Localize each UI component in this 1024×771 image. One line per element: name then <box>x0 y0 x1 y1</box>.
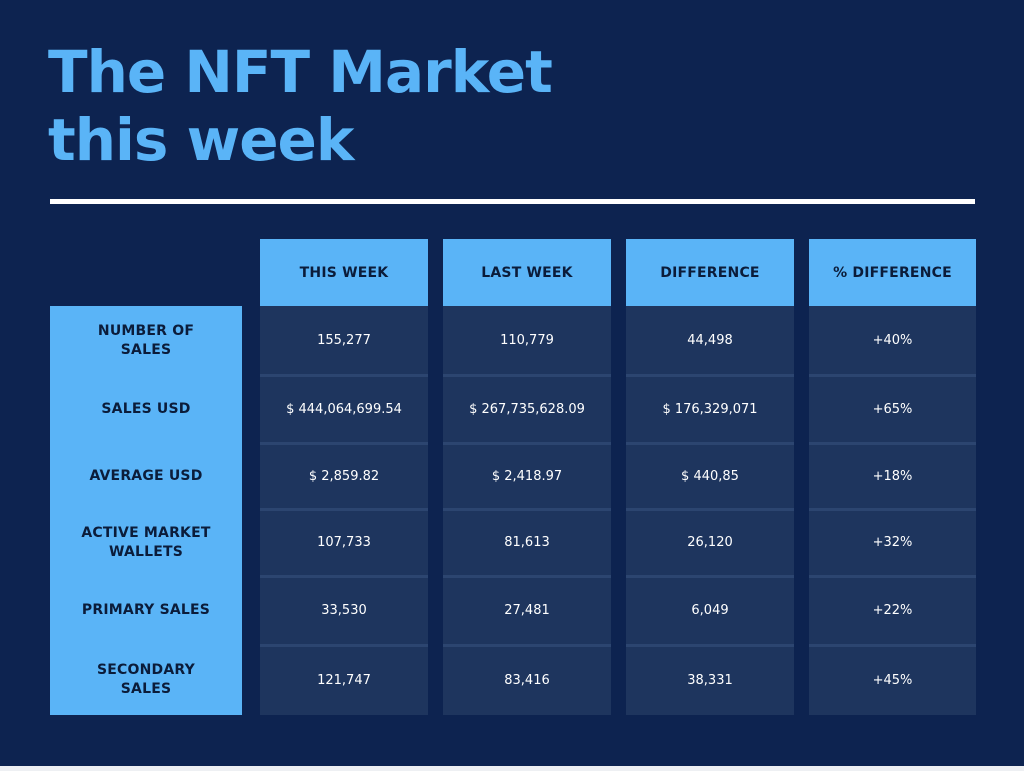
row-divider <box>443 508 611 511</box>
row-header-band <box>50 306 242 715</box>
table-cell: +65% <box>872 401 913 417</box>
row-divider <box>809 442 976 445</box>
row-divider <box>809 508 976 511</box>
data-column-this-week: 155,277 $ 444,064,699.54 $ 2,859.82 107,… <box>260 306 428 715</box>
table-cell: 81,613 <box>504 535 550 550</box>
row-label-sales-usd: SALES USD <box>101 400 191 417</box>
row-divider <box>260 508 428 511</box>
table-cell: +18% <box>872 468 913 484</box>
row-divider <box>260 442 428 445</box>
row-divider <box>626 644 794 647</box>
row-label-active-market-wallets: ACTIVE MARKET WALLETS <box>81 524 211 560</box>
table-cell: $ 2,418.97 <box>491 468 563 484</box>
table-cell: $ 444,064,699.54 <box>286 401 402 417</box>
row-divider <box>443 575 611 578</box>
row-divider <box>443 442 611 445</box>
table-cell: 155,277 <box>317 333 371 348</box>
page-title: The NFT Market this week <box>48 38 553 174</box>
row-divider <box>260 644 428 647</box>
column-header-difference: DIFFERENCE <box>626 239 794 306</box>
table-cell: 107,733 <box>317 535 371 550</box>
column-header-pct-difference: % DIFFERENCE <box>809 239 976 306</box>
row-label-secondary-sales: SECONDARY SALES <box>97 662 195 697</box>
table-cell: 44,498 <box>687 333 733 348</box>
table-cell: 121,747 <box>317 672 371 688</box>
row-divider <box>260 575 428 578</box>
table-cell: $ 267,735,628.09 <box>469 401 585 417</box>
row-label-number-of-sales: NUMBER OF SALES <box>97 322 195 358</box>
row-divider <box>626 575 794 578</box>
table-cell: +40% <box>872 333 913 348</box>
row-divider <box>809 644 976 647</box>
title-line-1: The NFT Market <box>48 38 553 106</box>
table-cell: 27,481 <box>504 603 550 618</box>
row-divider <box>809 575 976 578</box>
table-cell: $ 176,329,071 <box>662 401 758 417</box>
table-cell: +45% <box>872 672 913 688</box>
table-cell: 83,416 <box>504 672 550 688</box>
column-header-this-week: THIS WEEK <box>260 239 428 306</box>
data-column-difference: 44,498 $ 176,329,071 $ 440,85 26,120 6,0… <box>626 306 794 715</box>
data-column-last-week: 110,779 $ 267,735,628.09 $ 2,418.97 81,6… <box>443 306 611 715</box>
table-cell: 26,120 <box>687 535 733 550</box>
title-line-2: this week <box>48 106 354 174</box>
row-label-average-usd: AVERAGE USD <box>89 467 203 484</box>
table-cell: $ 440,85 <box>681 468 739 484</box>
table-cell: +32% <box>872 535 913 550</box>
table-cell: 38,331 <box>687 672 733 688</box>
row-divider <box>626 508 794 511</box>
row-divider <box>260 374 428 377</box>
row-divider <box>443 644 611 647</box>
row-label-primary-sales: PRIMARY SALES <box>81 602 211 618</box>
table-cell: +22% <box>872 603 913 618</box>
table-cell: 110,779 <box>500 333 554 348</box>
table-cell: $ 2,859.82 <box>308 468 380 484</box>
row-divider <box>809 374 976 377</box>
title-divider <box>50 199 975 204</box>
row-divider <box>443 374 611 377</box>
table-cell: 33,530 <box>321 603 367 618</box>
row-divider <box>626 442 794 445</box>
column-header-last-week: LAST WEEK <box>443 239 611 306</box>
row-divider <box>626 374 794 377</box>
table-cell: 6,049 <box>691 603 729 618</box>
data-column-pct-difference: +40% +65% +18% +32% +22% +45% <box>809 306 976 715</box>
